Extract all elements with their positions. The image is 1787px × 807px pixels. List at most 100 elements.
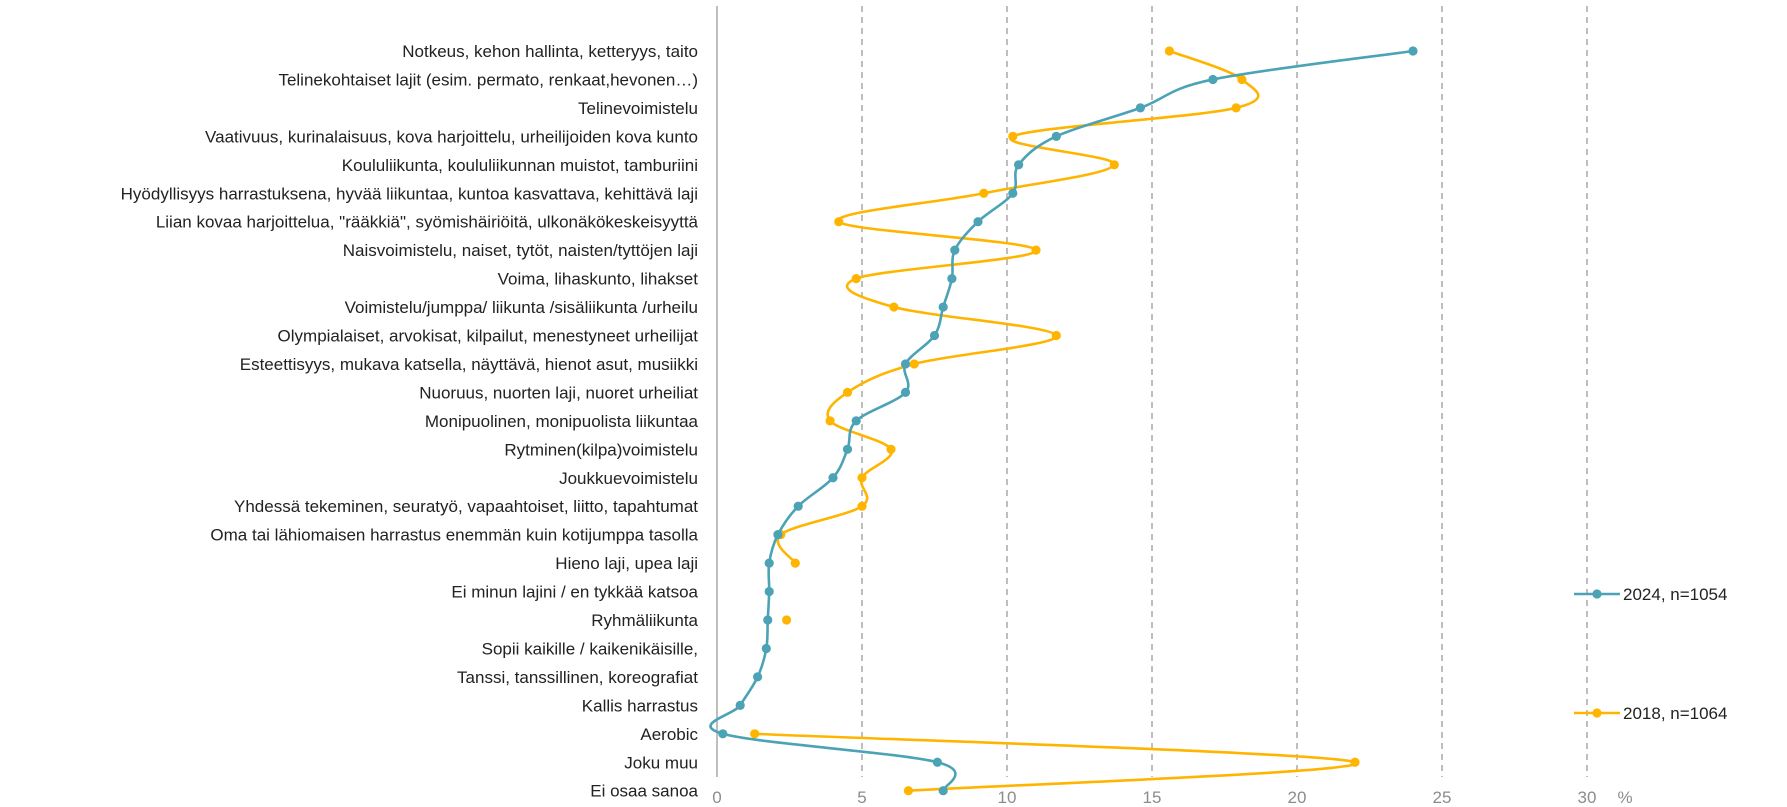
data-point [1408, 46, 1418, 56]
x-tick-label: 25 [1433, 788, 1452, 807]
data-point [932, 757, 943, 767]
category-label: Oma tai lähiomaisen harrastus enemmän ku… [210, 526, 698, 545]
category-label: Liian kovaa harjoittelua, "rääkkiä", syö… [156, 213, 699, 232]
data-point [1350, 757, 1360, 767]
data-point [903, 786, 914, 796]
data-point [834, 217, 844, 227]
category-label: Koululiikunta, koululiikunnan muistot, t… [342, 156, 698, 175]
data-point [842, 387, 853, 397]
data-point [1008, 188, 1018, 198]
category-label: Aerobic [640, 725, 698, 744]
category-label: Esteettisyys, mukava katsella, näyttävä,… [240, 355, 698, 374]
x-unit-label: % [1617, 788, 1632, 807]
data-point [842, 444, 853, 454]
legend-item: 2024, n=1054 [1574, 585, 1727, 604]
data-point [828, 473, 838, 483]
data-point [1208, 74, 1218, 85]
data-point [1008, 131, 1018, 141]
data-point [763, 615, 773, 625]
legend: 2024, n=1054 2018, n=1064 [1574, 585, 1727, 723]
data-point [773, 530, 783, 540]
legend-label: 2024, n=1054 [1623, 585, 1727, 604]
data-point [790, 558, 800, 568]
category-label: Ei minun lajini / en tykkää katsoa [451, 583, 698, 602]
category-label: Voimistelu/jumppa/ liikunta /sisäliikunt… [345, 298, 698, 317]
data-point [1051, 330, 1061, 341]
data-point [825, 416, 835, 426]
data-point [929, 330, 940, 341]
data-point [1031, 245, 1041, 255]
data-point [973, 217, 983, 227]
data-point [857, 501, 867, 511]
category-label: Notkeus, kehon hallinta, ketteryys, tait… [402, 42, 698, 61]
data-point [1051, 131, 1061, 141]
category-label: Telinekohtaiset lajit (esim. permato, re… [278, 70, 698, 89]
data-point [938, 302, 948, 312]
data-point [750, 729, 760, 739]
series-line [709, 49, 1415, 792]
data-point [782, 615, 792, 625]
category-label: Ei osaa sanoa [590, 782, 698, 801]
data-point [1109, 160, 1119, 170]
data-point [851, 416, 861, 426]
x-tick-label: 5 [857, 788, 866, 807]
category-label: Nuoruus, nuorten laji, nuoret urheiliat [419, 383, 698, 402]
series-1 [750, 46, 1360, 796]
x-tick-label: 20 [1288, 788, 1307, 807]
x-tick-label: 10 [998, 788, 1017, 807]
data-point [900, 387, 911, 397]
x-tick-label: 30 [1578, 788, 1597, 807]
data-point [735, 700, 745, 710]
legend-item: 2018, n=1064 [1574, 704, 1727, 723]
data-point [753, 672, 763, 682]
category-label: Ryhmäliikunta [591, 611, 698, 630]
category-label: Sopii kaikille / kaikenikäisille, [482, 639, 698, 658]
category-label: Telinevoimistelu [578, 99, 698, 118]
data-point [947, 274, 957, 284]
data-point [1014, 160, 1024, 170]
series-0 [709, 46, 1418, 796]
legend-point-marker [1592, 589, 1602, 599]
category-label: Joukkuevoimistelu [559, 469, 698, 488]
x-tick-labels: 0 5 10 15 20 25 30% [712, 788, 1632, 807]
data-point [909, 359, 919, 369]
series-line [776, 49, 1260, 565]
data-point [889, 302, 899, 312]
category-label: Rytminen(kilpa)voimistelu [504, 440, 698, 459]
x-tick-label: 15 [1143, 788, 1162, 807]
category-label: Monipuolinen, monipuolista liikuntaa [425, 412, 699, 431]
category-label: Kallis harrastus [582, 696, 698, 715]
data-point [950, 245, 960, 255]
category-label: Olympialaiset, arvokisat, kilpailut, men… [278, 327, 699, 346]
data-point [1237, 74, 1247, 85]
category-label: Naisvoimistelu, naiset, tytöt, naisten/t… [343, 241, 698, 260]
legend-point-marker [1592, 708, 1602, 718]
category-label: Yhdessä tekeminen, seuratyö, vapaahtoise… [234, 497, 698, 516]
data-point [1164, 46, 1174, 56]
data-point [900, 359, 911, 369]
data-point [979, 188, 989, 198]
data-point [1135, 103, 1145, 113]
data-point [1231, 103, 1241, 113]
series-line [753, 732, 1358, 792]
data-point [793, 501, 803, 511]
x-tick-label: 0 [712, 788, 721, 807]
category-label: Joku muu [624, 753, 698, 772]
series-layer [709, 46, 1418, 796]
data-point [764, 558, 774, 568]
category-label: Hieno laji, upea laji [555, 554, 698, 573]
data-point [886, 444, 896, 454]
grid-layer [716, 6, 1588, 777]
data-point [938, 786, 948, 796]
data-point [761, 643, 771, 654]
data-point [857, 473, 867, 483]
data-point [764, 586, 774, 597]
legend-label: 2018, n=1064 [1623, 704, 1727, 723]
data-point [851, 274, 861, 284]
category-label: Vaativuus, kurinalaisuus, kova harjoitte… [205, 127, 698, 146]
category-label: Tanssi, tanssillinen, koreografiat [457, 668, 698, 687]
category-labels: Notkeus, kehon hallinta, ketteryys, tait… [121, 42, 699, 801]
data-point [718, 729, 728, 739]
